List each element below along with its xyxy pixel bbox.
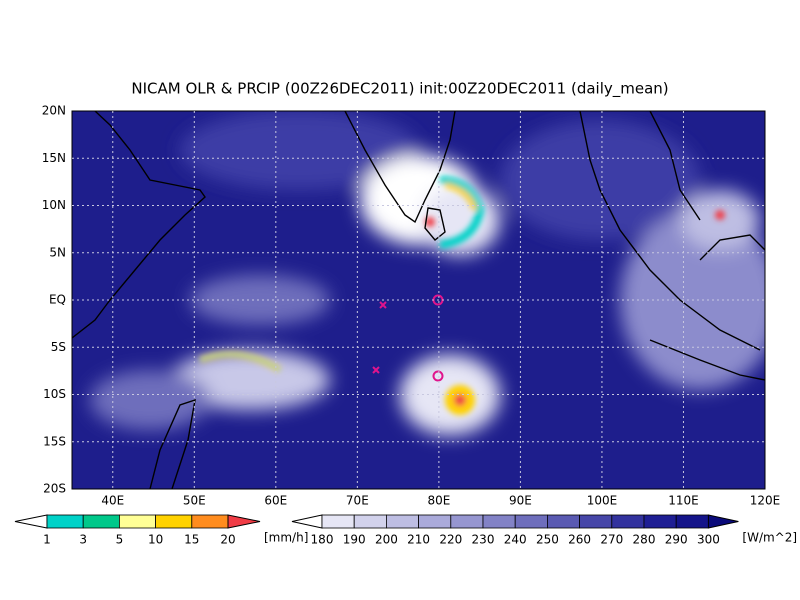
colorbar-label: 180 xyxy=(311,533,334,547)
colorbar-segment xyxy=(46,514,84,529)
lat-label: 20S xyxy=(43,482,66,496)
lon-label: 70E xyxy=(346,494,369,508)
colorbar-segment xyxy=(611,514,645,529)
colorbar-segment xyxy=(321,514,355,529)
lat-label: EQ xyxy=(49,293,66,307)
colorbar-segment xyxy=(191,514,229,529)
lon-label: 110E xyxy=(668,494,699,508)
colorbar-label: 230 xyxy=(472,533,495,547)
colorbar-segment xyxy=(579,514,613,529)
lat-label: 5N xyxy=(49,245,66,259)
colorbar-segment xyxy=(643,514,677,529)
colorbar-label: 20 xyxy=(220,533,235,547)
colorbar-segment xyxy=(418,514,452,529)
colorbar-over xyxy=(227,514,261,529)
colorbar-segment xyxy=(514,514,548,529)
colorbar-label: 1 xyxy=(43,533,51,547)
colorbar-label: 270 xyxy=(600,533,623,547)
colorbar-over xyxy=(707,514,739,529)
colorbar-segment xyxy=(385,514,419,529)
map-field xyxy=(72,111,765,489)
colorbar-segment xyxy=(450,514,484,529)
colorbar-segment xyxy=(547,514,581,529)
lon-label: 50E xyxy=(183,494,206,508)
colorbar-segment xyxy=(82,514,120,529)
colorbar-segment xyxy=(353,514,387,529)
lat-label: 5S xyxy=(51,340,66,354)
colorbar-label: 190 xyxy=(343,533,366,547)
colorbar-under xyxy=(291,514,323,529)
colorbar-label: 220 xyxy=(439,533,462,547)
colorbar-label: 10 xyxy=(148,533,163,547)
colorbar-segment xyxy=(482,514,516,529)
lat-label: 10N xyxy=(42,198,66,212)
colorbar-label: 5 xyxy=(116,533,124,547)
lon-label: 90E xyxy=(509,494,532,508)
colorbar-label: 15 xyxy=(184,533,199,547)
lon-label: 60E xyxy=(264,494,287,508)
colorbar-label: 250 xyxy=(536,533,559,547)
colorbar-under xyxy=(14,514,48,529)
colorbar-unit: [mm/h] xyxy=(264,531,308,545)
colorbar-segment xyxy=(119,514,157,529)
colorbar-label: 260 xyxy=(568,533,591,547)
colorbar-segment xyxy=(155,514,193,529)
colorbar-label: 290 xyxy=(665,533,688,547)
lat-label: 20N xyxy=(42,104,66,118)
colorbar-label: 210 xyxy=(407,533,430,547)
lon-label: 80E xyxy=(427,494,450,508)
lat-label: 15N xyxy=(42,151,66,165)
colorbar-label: 240 xyxy=(504,533,527,547)
lon-label: 100E xyxy=(587,494,618,508)
colorbar-label: 200 xyxy=(375,533,398,547)
lat-label: 10S xyxy=(43,387,66,401)
lon-label: 120E xyxy=(750,494,781,508)
map-title: NICAM OLR & PRCIP (00Z26DEC2011) init:00… xyxy=(131,80,668,99)
colorbar-unit: [W/m^2] xyxy=(742,531,797,545)
lon-label: 40E xyxy=(101,494,124,508)
colorbar-label: 3 xyxy=(79,533,87,547)
colorbar-label: 300 xyxy=(697,533,720,547)
lat-label: 15S xyxy=(43,434,66,448)
colorbar-label: 280 xyxy=(633,533,656,547)
colorbar-segment xyxy=(675,514,709,529)
